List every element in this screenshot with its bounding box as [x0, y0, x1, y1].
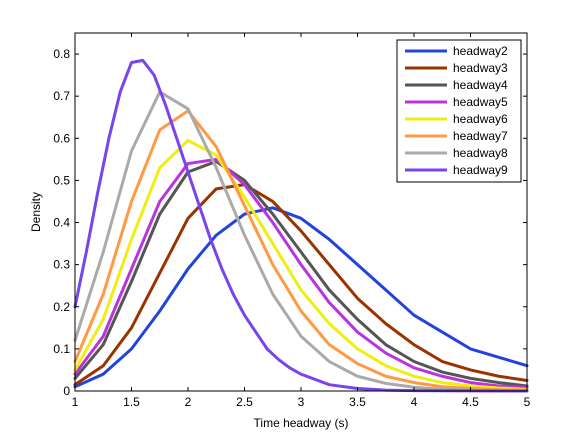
x-tick-label: 1.5: [123, 395, 140, 409]
x-tick-label: 5: [524, 395, 531, 409]
y-axis-label: Density: [29, 192, 43, 232]
series-line-headway7: [73, 109, 529, 392]
y-tick-label: 0.3: [53, 258, 70, 272]
x-tick-label: 3.5: [349, 395, 366, 409]
x-tick-label: 1: [72, 395, 79, 409]
series-line-headway5: [73, 157, 529, 390]
y-axis: 0 0.1 0.2 0.3 0.4 0.5 0.6 0.7 0.8: [53, 47, 527, 398]
legend-label: headway3: [453, 61, 508, 75]
x-axis: 1 1.5 2 2.5 3 3.5 4 4.5 5: [72, 33, 531, 409]
legend-label: headway4: [453, 78, 508, 92]
x-tick-label: 4.5: [462, 395, 479, 409]
legend-item-headway5: headway5: [405, 95, 508, 109]
x-tick-label: 2: [185, 395, 192, 409]
legend-item-headway4: headway4: [405, 78, 508, 92]
legend-box: [396, 39, 522, 183]
legend-label: headway9: [453, 163, 508, 177]
x-axis-label: Time headway (s): [254, 416, 349, 430]
legend-label: headway8: [453, 146, 508, 160]
legend: headway2 headway3 headway4 headway5 headway6…: [396, 39, 522, 183]
x-tick-label: 2.5: [236, 395, 253, 409]
y-tick-label: 0.7: [53, 89, 70, 103]
legend-item-headway2: headway2: [405, 44, 508, 58]
y-tick-label: 0.2: [53, 300, 70, 314]
legend-label: headway5: [453, 95, 508, 109]
series-line-headway9: [73, 58, 529, 393]
y-tick-label: 0.8: [53, 47, 70, 61]
y-tick-label: 0: [63, 384, 70, 398]
legend-item-headway3: headway3: [405, 61, 508, 75]
legend-item-headway8: headway8: [405, 146, 508, 160]
legend-label: headway7: [453, 129, 508, 143]
legend-item-headway7: headway7: [405, 129, 508, 143]
series-line-headway6: [73, 138, 529, 391]
series-layer: [73, 58, 529, 393]
x-tick-label: 3: [298, 395, 305, 409]
legend-item-headway6: headway6: [405, 112, 508, 126]
y-tick-label: 0.1: [53, 342, 70, 356]
x-tick-label: 4: [411, 395, 418, 409]
y-tick-label: 0.6: [53, 131, 70, 145]
y-tick-label: 0.4: [53, 216, 70, 230]
legend-label: headway2: [453, 44, 508, 58]
legend-item-headway9: headway9: [405, 163, 508, 177]
y-tick-label: 0.5: [53, 173, 70, 187]
series-line-headway3: [73, 183, 529, 387]
series-line-headway2: [73, 206, 529, 389]
legend-label: headway6: [453, 112, 508, 126]
series-line-headway4: [73, 159, 529, 388]
